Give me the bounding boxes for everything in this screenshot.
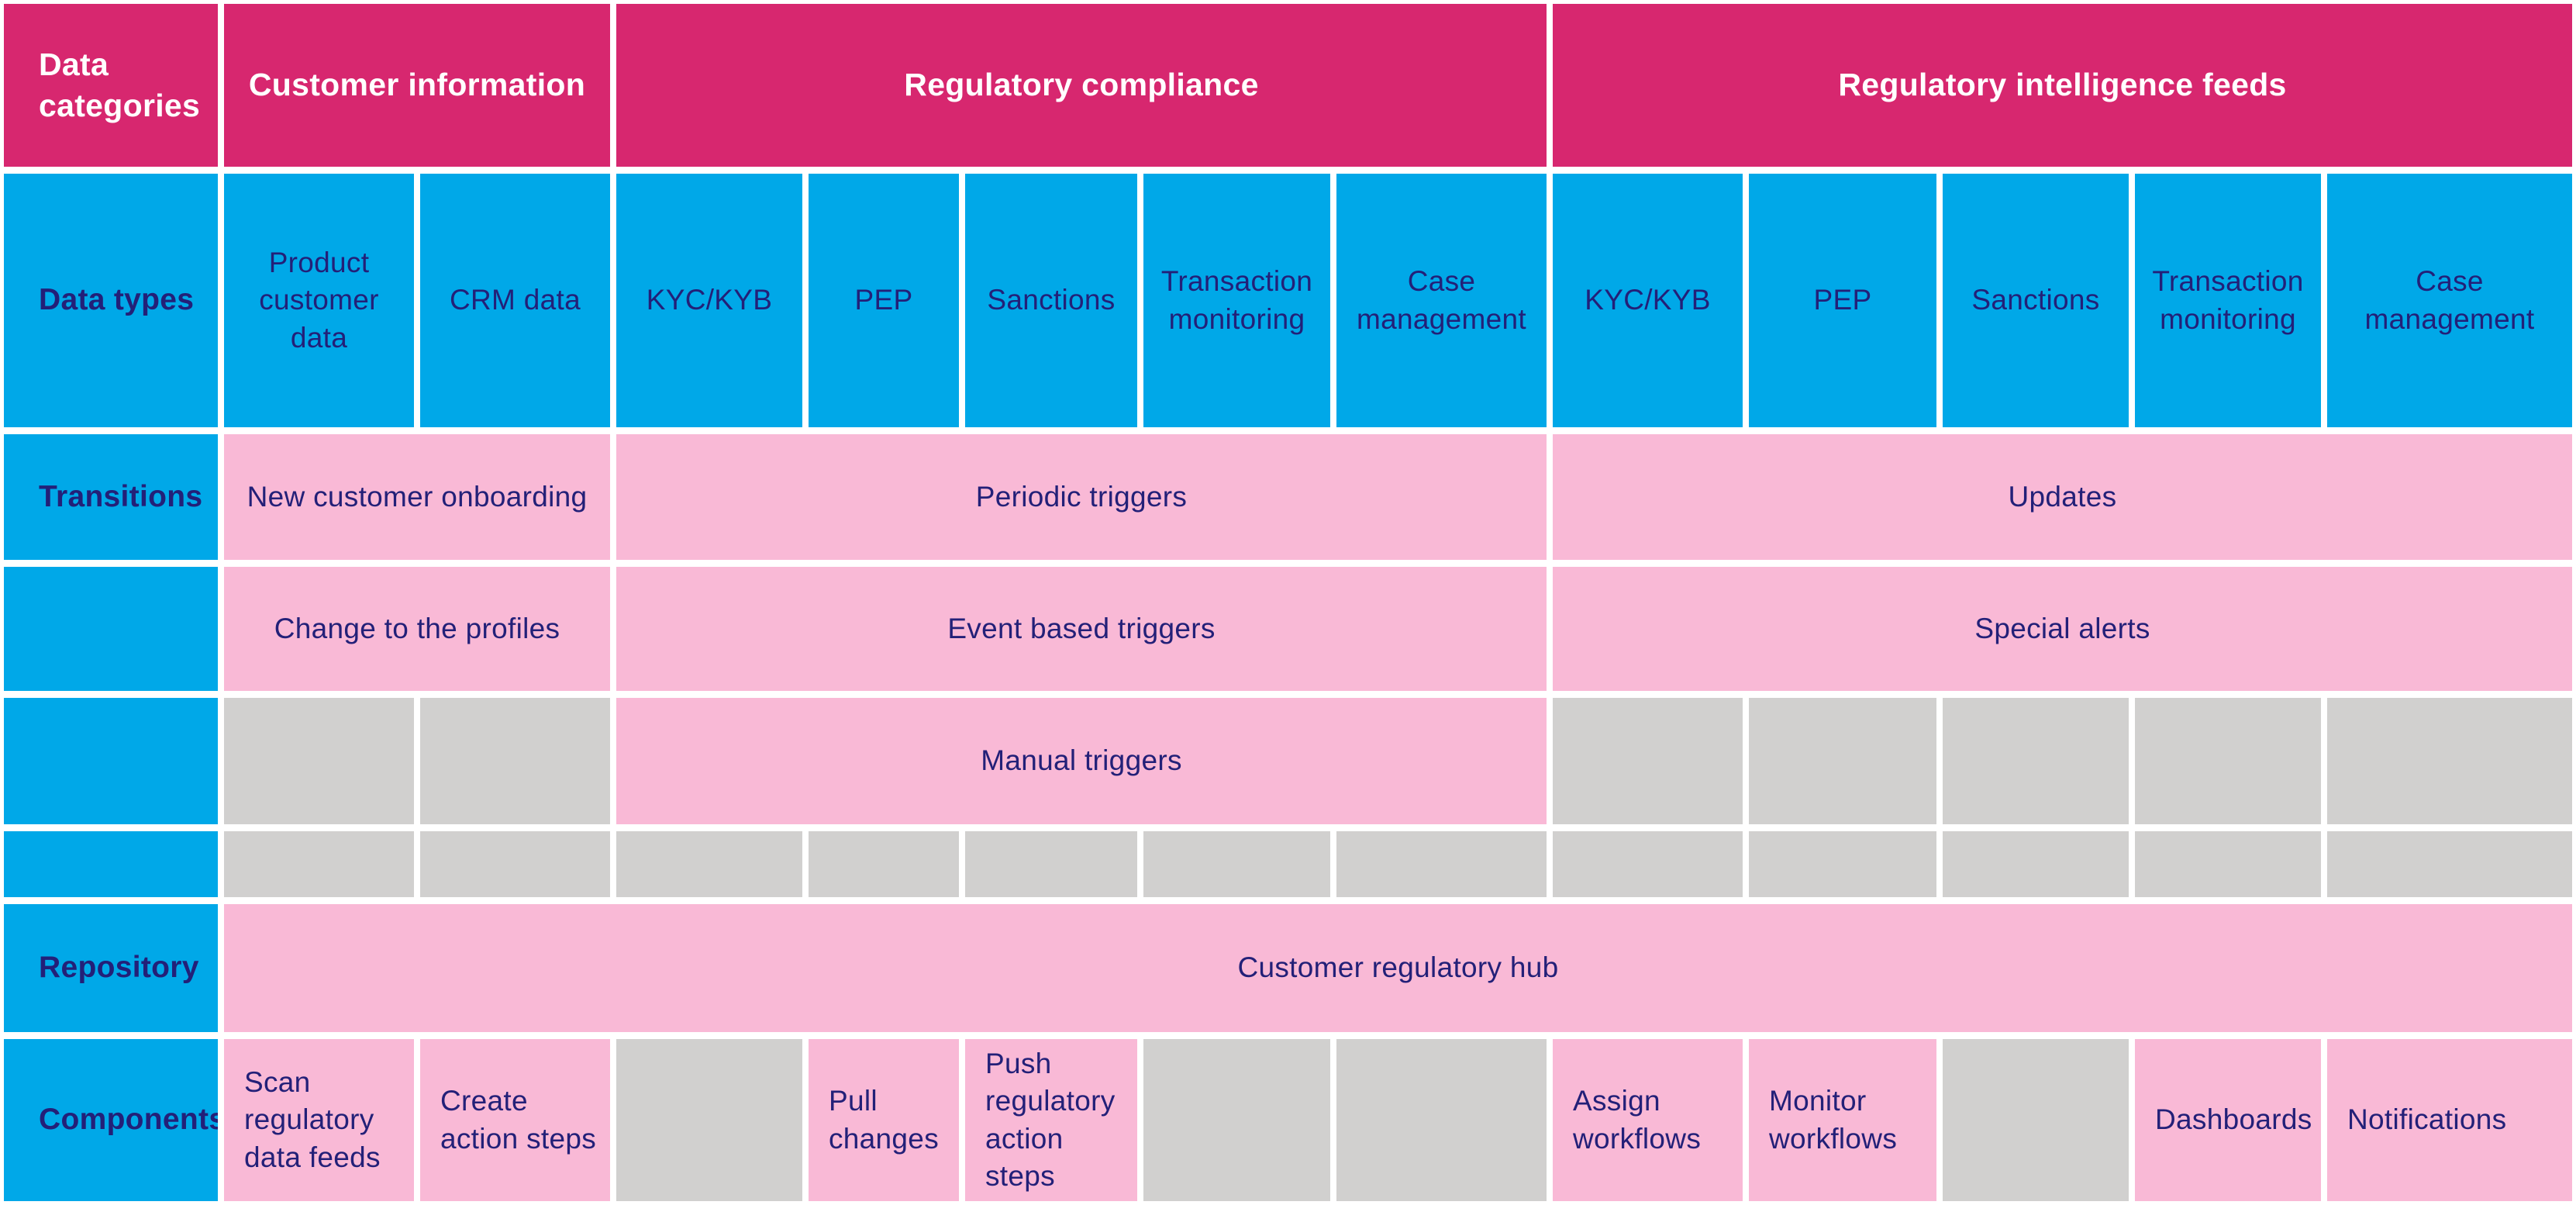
empty-cell: [965, 831, 1137, 897]
empty-cell: [1553, 698, 1743, 824]
empty-cell: [224, 831, 414, 897]
header-group-regulatory-intelligence-feeds: Regulatory intelligence feeds: [1553, 4, 2572, 167]
component-notifications: Notifications: [2327, 1039, 2572, 1201]
row-label-components: Components: [4, 1039, 218, 1201]
empty-cell: [1336, 1039, 1547, 1201]
empty-cell: [616, 831, 802, 897]
datatype-kyc-kyb-2: KYC/KYB: [1553, 174, 1743, 427]
transition-manual-triggers: Manual triggers: [616, 698, 1547, 824]
empty-cell: [2135, 698, 2321, 824]
datatype-sanctions-2: Sanctions: [1943, 174, 2129, 427]
transition-periodic-triggers: Periodic triggers: [616, 434, 1547, 560]
empty-cell: [2327, 698, 2572, 824]
empty-cell: [1943, 1039, 2129, 1201]
repository-customer-regulatory-hub: Customer regulatory hub: [224, 904, 2572, 1032]
empty-cell: [1749, 831, 1936, 897]
header-group-customer-information: Customer information: [224, 4, 610, 167]
transition-change-to-the-profiles: Change to the profiles: [224, 567, 610, 691]
row-label-transitions: Transitions: [4, 434, 218, 560]
empty-cell: [420, 698, 610, 824]
transition-special-alerts: Special alerts: [1553, 567, 2572, 691]
empty-cell: [1749, 698, 1936, 824]
datatype-pep-2: PEP: [1749, 174, 1936, 427]
empty-cell: [1336, 831, 1547, 897]
empty-cell: [1553, 831, 1743, 897]
datatype-case-management-1: Case management: [1336, 174, 1547, 427]
component-assign-workflows: Assign workflows: [1553, 1039, 1743, 1201]
transition-new-customer-onboarding: New customer onboarding: [224, 434, 610, 560]
datatype-crm-data: CRM data: [420, 174, 610, 427]
component-push-regulatory-action-steps: Push regulatory action steps: [965, 1039, 1137, 1201]
datatype-pep-1: PEP: [809, 174, 959, 427]
row-label-repository: Repository: [4, 904, 218, 1032]
empty-cell: [1943, 698, 2129, 824]
datatype-transaction-monitoring-1: Transaction monitoring: [1143, 174, 1330, 427]
row-label-blank-2: [4, 698, 218, 824]
row-label-blank-3: [4, 831, 218, 897]
component-pull-changes: Pull changes: [809, 1039, 959, 1201]
empty-cell: [224, 698, 414, 824]
empty-cell: [809, 831, 959, 897]
header-group-regulatory-compliance: Regulatory compliance: [616, 4, 1547, 167]
empty-cell: [420, 831, 610, 897]
empty-cell: [2135, 831, 2321, 897]
component-create-action-steps: Create action steps: [420, 1039, 610, 1201]
transition-updates: Updates: [1553, 434, 2572, 560]
component-monitor-workflows: Monitor workflows: [1749, 1039, 1936, 1201]
empty-cell: [616, 1039, 802, 1201]
component-dashboards: Dashboards: [2135, 1039, 2321, 1201]
datatype-transaction-monitoring-2: Transaction monitoring: [2135, 174, 2321, 427]
empty-cell: [2327, 831, 2572, 897]
datatype-kyc-kyb-1: KYC/KYB: [616, 174, 802, 427]
empty-cell: [1143, 831, 1330, 897]
row-label-blank-1: [4, 567, 218, 691]
datatype-case-management-2: Case management: [2327, 174, 2572, 427]
empty-cell: [1143, 1039, 1330, 1201]
datatype-product-customer-data: Product customer data: [224, 174, 414, 427]
transition-event-based-triggers: Event based triggers: [616, 567, 1547, 691]
row-label-data-types: Data types: [4, 174, 218, 427]
component-scan-regulatory-data-feeds: Scan regulatory data feeds: [224, 1039, 414, 1201]
empty-cell: [1943, 831, 2129, 897]
header-data-categories: Data categories: [4, 4, 218, 167]
datatype-sanctions-1: Sanctions: [965, 174, 1137, 427]
